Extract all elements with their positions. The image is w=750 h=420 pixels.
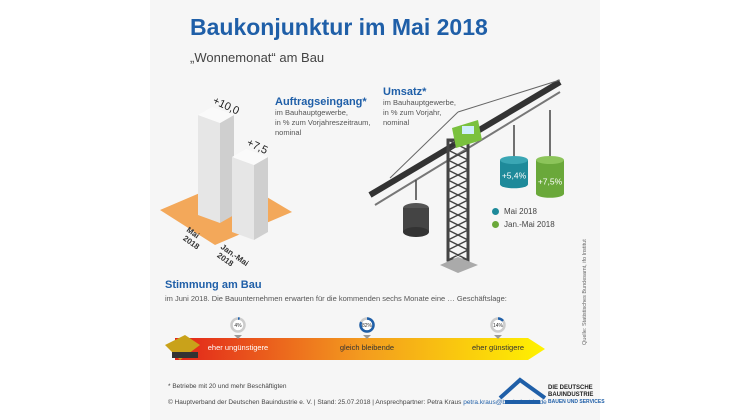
logo-line: BAUEN UND SERVICES	[548, 399, 605, 405]
auftrag-title: Auftragseingang*	[275, 96, 367, 108]
cylinder-bar	[500, 160, 528, 185]
logo-icon	[498, 377, 547, 404]
source: Quelle: Statistisches Bundesamt, ifo Ins…	[582, 239, 588, 345]
cylinder-top	[536, 156, 564, 164]
umsatz-desc-1: im Bauhauptgewerbe,	[383, 98, 456, 107]
footer-credit: © Hauptverband der Deutschen Bauindustri…	[168, 399, 464, 406]
auftrag-desc-1: im Bauhauptgewerbe,	[275, 108, 348, 117]
logo-line: BAUINDUSTRIE	[548, 392, 594, 398]
mood-label: gleich bleibende	[339, 343, 395, 352]
logo-line: DIE DEUTSCHE	[548, 385, 593, 391]
footer-text: © Hauptverband der Deutschen Bauindustri…	[168, 399, 547, 406]
excavator-icon	[165, 335, 200, 360]
legend-item: Mai 2018	[492, 207, 555, 216]
gauge-pointer	[234, 335, 242, 339]
crane-legend: Mai 2018 Jan.-Mai 2018	[492, 207, 555, 229]
auftrag-legend: Auftragseingang* im Bauhauptgewerbe, in …	[275, 96, 370, 138]
bar	[198, 115, 220, 223]
cylinder-bar	[536, 160, 564, 194]
cylinder-value-label: +5,4%	[502, 171, 527, 181]
cylinder-top	[500, 156, 528, 164]
subtitle: „Wonnemonat“ am Bau	[190, 50, 325, 65]
gauge-pointer	[363, 335, 371, 339]
umsatz-legend: Umsatz* im Bauhauptgewerbe, in % zum Vor…	[383, 86, 456, 128]
umsatz-desc-2: in % zum Vorjahr,	[383, 108, 442, 117]
cylinder-bottom	[500, 180, 528, 189]
logo: DIE DEUTSCHE BAUINDUSTRIE BAUEN UND SERVIC…	[548, 385, 605, 406]
gauge-value: 14%	[493, 323, 504, 329]
umsatz-desc-3: nominal	[383, 118, 410, 127]
page-title: Baukonjunktur im Mai 2018	[190, 14, 488, 40]
auftrag-desc-3: nominal	[275, 128, 302, 137]
bar-category-label: 2018	[181, 234, 201, 252]
gauge-value: 82%	[362, 323, 373, 329]
footnote: * Betriebe mit 20 und mehr Beschäftigten	[168, 383, 287, 390]
stimmung-desc: im Juni 2018. Die Bauunternehmen erwarte…	[165, 294, 507, 303]
gauge-fill	[359, 317, 375, 333]
gauge-pointer	[494, 335, 502, 339]
email-link[interactable]: petra.kraus@bauindustrie.de	[463, 399, 547, 406]
crane-icon	[368, 79, 562, 273]
cylinder-value-label: +7,5%	[538, 176, 563, 186]
gauge-fill	[490, 317, 506, 333]
legend-label: Jan.-Mai 2018	[504, 220, 555, 229]
bar-side	[220, 115, 234, 223]
cylinder-bottom	[536, 189, 564, 198]
bar	[232, 157, 254, 240]
bar-side	[254, 157, 268, 240]
mood-label: eher günstigere	[471, 343, 525, 352]
legend-label: Mai 2018	[504, 207, 537, 216]
mood-arrow	[175, 338, 545, 360]
bar-top	[198, 107, 234, 123]
stimmung-title: Stimmung am Bau	[165, 279, 262, 291]
mood-label: eher ungünstigere	[207, 343, 269, 352]
legend-item: Jan.-Mai 2018	[492, 220, 555, 229]
auftrag-desc-2: in % zum Vorjahreszeitraum,	[275, 118, 371, 127]
bar-top	[232, 149, 268, 165]
gauge-value: 4%	[234, 323, 242, 329]
gauge-fill	[230, 317, 246, 333]
umsatz-title: Umsatz*	[383, 86, 427, 98]
